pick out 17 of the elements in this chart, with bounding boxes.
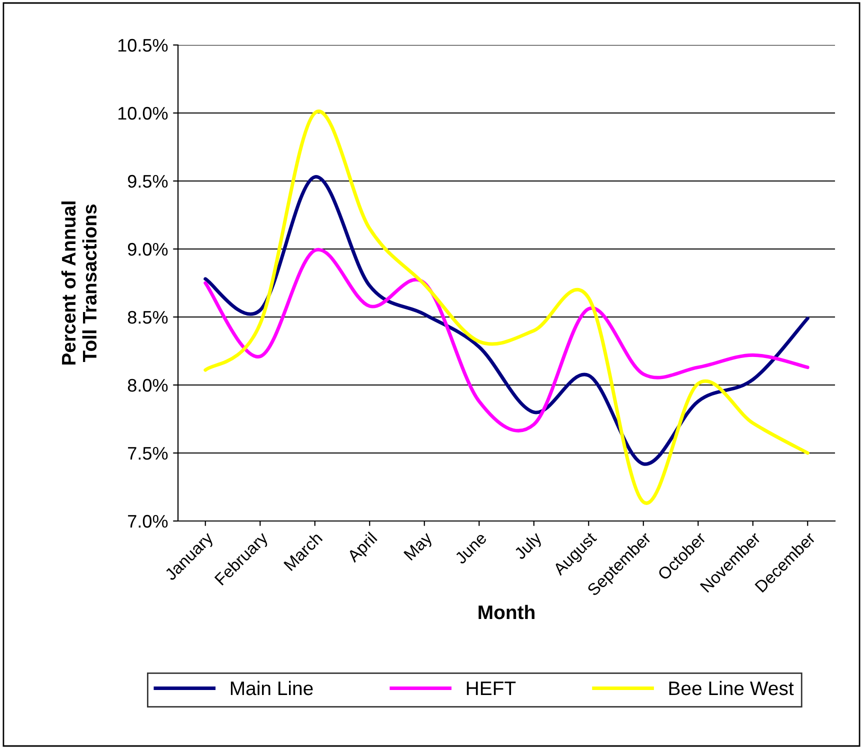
x-axis-title: Month	[478, 604, 534, 620]
y-tick-label: 7.5%	[128, 447, 168, 460]
y-tick-label: 9.0%	[128, 242, 168, 256]
x-tick-label: May	[404, 531, 436, 564]
x-tick-label: July	[513, 530, 545, 562]
legend-label: HEFT	[466, 682, 516, 696]
legend-label: Main Line	[230, 680, 313, 696]
y-tick-label: 10.5%	[118, 38, 168, 52]
y-tick-label: 7.0%	[128, 514, 168, 528]
y-tick-label: 8.0%	[128, 378, 168, 392]
y-tick-label: 9.5%	[128, 174, 168, 188]
line-series	[204, 175, 810, 466]
line-series	[204, 111, 810, 504]
y-tick-label: 8.5%	[128, 310, 168, 324]
y-tick-label: 10.0%	[118, 106, 168, 120]
legend-label: Bee Line West	[669, 680, 794, 696]
y-axis-title: Percent of Annual Toll Transactions	[61, 202, 97, 365]
